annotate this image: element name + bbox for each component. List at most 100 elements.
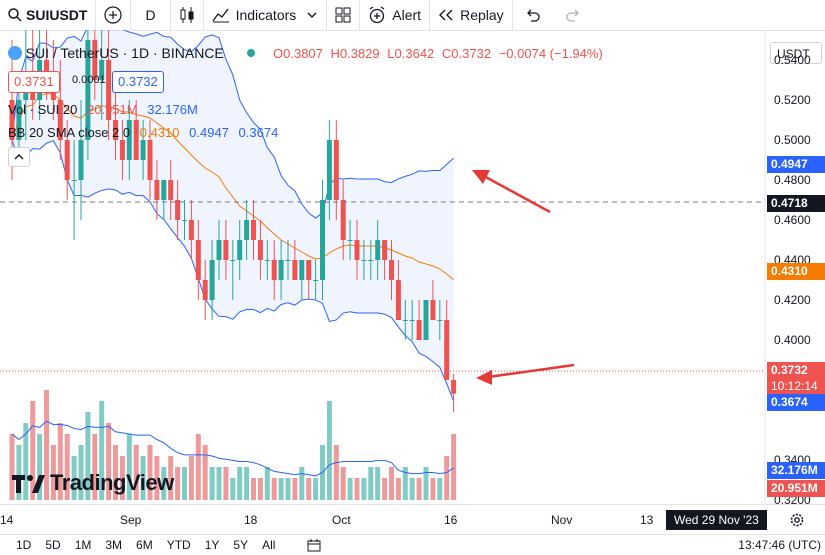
- annotation-arrow-upper: [472, 170, 551, 214]
- bb-basis-value: 0.4310: [139, 125, 180, 140]
- range-button-all[interactable]: All: [262, 538, 276, 552]
- range-button-ytd[interactable]: YTD: [166, 538, 191, 552]
- volume-bar: [16, 445, 22, 500]
- interval-label: D: [145, 7, 156, 23]
- interval-button[interactable]: D: [131, 0, 171, 30]
- sui-logo-icon: [8, 46, 22, 60]
- chevron-down-icon: [307, 12, 317, 18]
- volume-bar: [437, 478, 443, 500]
- candle-body: [382, 240, 388, 260]
- candle-body: [202, 280, 208, 300]
- symbol-search[interactable]: SUIUSDT: [0, 0, 97, 30]
- plus-circle-icon: [104, 6, 123, 24]
- candle-body: [44, 60, 49, 80]
- volume-bar: [223, 467, 229, 500]
- candle-body: [313, 280, 319, 281]
- range-button-3m[interactable]: 3M: [105, 538, 123, 552]
- legend-open: O0.3807: [273, 46, 323, 61]
- range-button-6m[interactable]: 6M: [136, 538, 153, 552]
- candle-body: [326, 140, 332, 200]
- ask-price-box[interactable]: 0.3732: [112, 71, 164, 93]
- volume-bar: [244, 467, 250, 500]
- candle-body: [444, 320, 450, 380]
- volume-ma-tag: 32.176M: [767, 462, 825, 479]
- bollinger-legend[interactable]: BB 20 SMA close 2 0 0.4310 0.4947 0.3674: [8, 125, 278, 140]
- candle-body: [409, 320, 415, 321]
- volume-legend[interactable]: Vol · SUI 20 20.951M 32.176M: [8, 102, 198, 117]
- calendar-icon[interactable]: [307, 538, 321, 552]
- currency-selector[interactable]: USDT: [770, 42, 822, 64]
- bb-upper-price-tag: 0.4947: [767, 156, 825, 173]
- indicators-button[interactable]: Indicators: [204, 0, 328, 30]
- volume-ma-line: [11, 420, 454, 477]
- volume-bar: [389, 467, 394, 500]
- candle-body: [340, 200, 346, 240]
- candle-body: [271, 260, 277, 280]
- candle-body: [195, 240, 201, 280]
- volume-bar: [71, 456, 77, 500]
- volume-bar: [126, 434, 132, 500]
- range-button-1y[interactable]: 1Y: [204, 538, 220, 552]
- range-bar: 1D 5D 1M 3M 6M YTD 1Y 5Y All 13:47:46 (UTC): [0, 534, 825, 555]
- range-button-1m[interactable]: 1M: [74, 538, 92, 552]
- volume-bar: [50, 445, 56, 500]
- legend-change: −0.0074 (−1.94%): [498, 46, 603, 61]
- candle-body: [175, 200, 181, 220]
- time-axis[interactable]: 14 Sep 18 Oct 16 Nov 13 Wed 29 Nov '23: [0, 504, 825, 535]
- settings-gear-icon[interactable]: [789, 512, 805, 528]
- volume-bar: [251, 478, 256, 500]
- volume-tag: 20.951M: [767, 480, 825, 497]
- volume-bar: [451, 434, 457, 500]
- bollinger-legend-label: BB 20 SMA close 2 0: [8, 125, 131, 140]
- candle-body: [451, 380, 457, 394]
- candle-body: [64, 140, 70, 180]
- indicators-label: Indicators: [235, 7, 297, 23]
- volume-bar: [299, 467, 305, 500]
- candle-body: [347, 240, 353, 241]
- replay-button[interactable]: Replay: [430, 0, 513, 30]
- bb-upper-line: [11, 30, 454, 219]
- volume-bar: [271, 478, 277, 500]
- candle-body: [154, 180, 160, 200]
- redo-button[interactable]: [553, 0, 593, 30]
- alert-button[interactable]: Alert: [360, 0, 431, 30]
- volume-bar: [257, 478, 263, 500]
- chart-type-button[interactable]: [171, 0, 204, 30]
- volume-bar: [326, 401, 332, 500]
- candle-body: [375, 240, 381, 260]
- tradingview-watermark: TradingView: [12, 470, 174, 496]
- layouts-button[interactable]: [327, 0, 361, 30]
- candle-body: [395, 280, 401, 320]
- candle-body: [147, 140, 153, 180]
- volume-bar: [237, 467, 243, 500]
- collapse-legend-button[interactable]: [8, 147, 30, 167]
- range-button-1d[interactable]: 1D: [16, 538, 32, 552]
- price-chart[interactable]: [0, 30, 825, 504]
- candle-body: [257, 240, 263, 260]
- candles-icon: [180, 7, 194, 23]
- range-button-5y[interactable]: 5Y: [233, 538, 249, 552]
- volume-value: 20.951M: [87, 102, 138, 117]
- volume-bar: [382, 478, 388, 500]
- volume-bar: [292, 478, 298, 500]
- volume-bar: [168, 456, 174, 500]
- undo-button[interactable]: [513, 0, 553, 30]
- volume-bar: [154, 456, 160, 500]
- candle-body: [423, 300, 429, 340]
- volume-bar: [264, 467, 270, 500]
- time-label-14: 14: [0, 513, 14, 527]
- rewind-icon: [439, 9, 453, 21]
- clock-time[interactable]: 13:47:46 (UTC): [738, 538, 821, 552]
- range-button-5d[interactable]: 5D: [45, 538, 61, 552]
- volume-bar: [402, 467, 408, 500]
- legend-title: SUI / TetherUS · 1D · BINANCE: [25, 45, 224, 61]
- bid-price-box[interactable]: 0.3731: [8, 71, 60, 93]
- bb-basis-price-tag: 0.4310: [767, 263, 825, 280]
- alert-label: Alert: [392, 7, 422, 23]
- volume-bar: [202, 445, 208, 500]
- candle-body: [126, 120, 132, 160]
- candle-body: [244, 220, 250, 240]
- volume-bar: [92, 434, 98, 500]
- compare-symbol-button[interactable]: [96, 0, 132, 30]
- symbol-legend[interactable]: SUI / TetherUS · 1D · BINANCE O0.3807 H0…: [8, 45, 603, 61]
